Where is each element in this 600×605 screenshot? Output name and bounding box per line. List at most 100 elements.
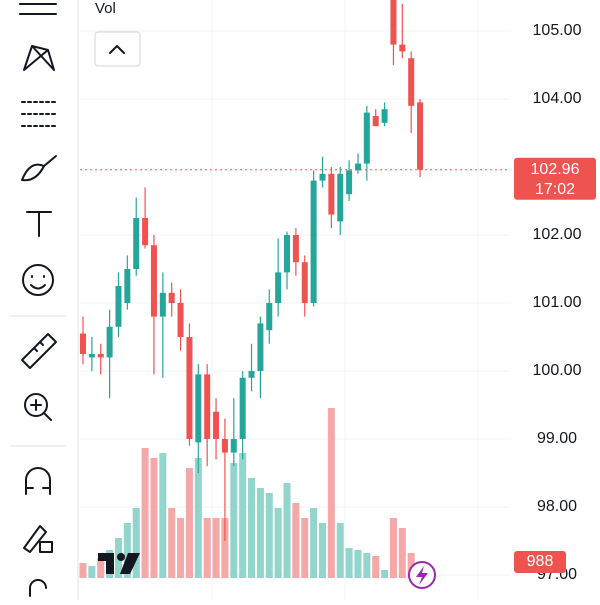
candle-body <box>301 262 308 303</box>
candle-body <box>230 438 237 453</box>
candle-body <box>142 217 149 246</box>
y-tick-label: 98.00 <box>537 498 577 515</box>
volume-bar <box>381 570 389 578</box>
volume-bar <box>203 518 211 578</box>
volume-bar <box>292 503 300 578</box>
candle-body <box>168 292 175 303</box>
volume-bar <box>345 548 353 578</box>
volume-bar <box>283 483 291 578</box>
volume-bar <box>389 518 397 578</box>
magnet-tool[interactable] <box>25 467 51 495</box>
toolbar <box>10 0 79 600</box>
collapse-button[interactable] <box>94 31 141 67</box>
volume-label: 988 <box>527 553 554 570</box>
volume-bar <box>194 458 202 578</box>
volume-bar <box>372 556 380 578</box>
candle-body <box>88 353 95 358</box>
volume-bar <box>318 523 326 578</box>
y-tick-label: 99.00 <box>537 430 577 447</box>
volume-bar <box>336 523 344 578</box>
lock-draw-tool[interactable] <box>23 525 47 553</box>
candle-body <box>195 374 202 443</box>
candle-body <box>186 336 193 439</box>
volume-bar <box>97 558 105 578</box>
y-tick-label: 105.00 <box>533 22 582 39</box>
candle-body <box>284 234 291 273</box>
volume-bar <box>274 508 282 578</box>
y-tick-label: 100.00 <box>533 362 582 379</box>
volume-bar <box>168 508 176 578</box>
volume-bar <box>256 488 264 578</box>
y-tick-label: 101.00 <box>533 294 582 311</box>
candle-body <box>337 173 344 222</box>
menu-icon[interactable] <box>19 3 57 15</box>
lightning-button[interactable] <box>408 561 436 589</box>
text-tool[interactable] <box>26 211 52 237</box>
candle-body <box>292 234 299 263</box>
volume-bar <box>88 566 96 578</box>
volume-bar <box>185 468 193 578</box>
candle-body <box>328 173 335 215</box>
candle-body <box>354 163 361 171</box>
volume-bar <box>177 518 185 578</box>
fib-tool[interactable] <box>21 101 57 127</box>
candle-body <box>372 116 379 127</box>
candle-body <box>221 438 228 453</box>
lock-tool[interactable] <box>29 579 47 597</box>
volume-bar <box>310 508 318 578</box>
candle-body <box>115 285 122 327</box>
candle-body <box>417 102 424 170</box>
tradingview-logo <box>98 553 140 574</box>
candle-body <box>133 217 140 269</box>
volume-bar <box>123 523 131 578</box>
y-tick-label: 104.00 <box>533 90 582 107</box>
candle-body <box>159 292 166 317</box>
volume-bar <box>79 563 87 578</box>
chevron-up <box>109 45 125 54</box>
candle-body <box>257 323 264 371</box>
candle-body <box>381 109 388 123</box>
candle-body <box>346 170 353 195</box>
volume-bar <box>141 448 149 578</box>
emoji-face <box>30 275 46 290</box>
volume-bar <box>407 553 415 578</box>
volume-bar <box>212 518 220 578</box>
candle-body <box>310 180 317 303</box>
zoom-glyph <box>30 399 52 421</box>
countdown-label: 17:02 <box>535 181 575 198</box>
current-price-label: 102.96 <box>531 161 580 178</box>
candle-body <box>319 173 326 181</box>
volume-bar <box>248 478 256 578</box>
volume-bar <box>398 528 406 578</box>
volume-bar <box>363 553 371 578</box>
volume-bar <box>132 508 140 578</box>
volume-bar <box>159 453 167 578</box>
brush-tool[interactable] <box>21 155 57 182</box>
candle-body <box>248 370 255 378</box>
volume-bar <box>150 458 158 578</box>
volume-bar <box>221 518 229 578</box>
candle-body <box>266 302 273 331</box>
candle-body <box>150 245 157 317</box>
candle-body <box>177 302 184 337</box>
candle-body <box>106 326 113 358</box>
volume-bar <box>301 518 309 578</box>
y-tick-label: 102.00 <box>533 226 582 243</box>
candle-body <box>204 374 211 439</box>
emoji-tool[interactable] <box>22 264 54 296</box>
candle-body <box>239 377 246 439</box>
candle-body <box>363 112 370 164</box>
volume-bar <box>327 408 335 578</box>
candle-body <box>390 0 397 45</box>
zoom-tool[interactable] <box>24 393 48 417</box>
candle-body <box>80 333 86 354</box>
candle-body <box>213 411 220 439</box>
volume-bar <box>354 550 362 578</box>
candle-body <box>399 44 406 52</box>
candle-body <box>408 58 415 106</box>
volume-label-box <box>514 551 566 573</box>
ruler-tool[interactable] <box>21 333 57 369</box>
volume-bar <box>239 453 247 578</box>
pattern-tool[interactable] <box>23 45 55 71</box>
